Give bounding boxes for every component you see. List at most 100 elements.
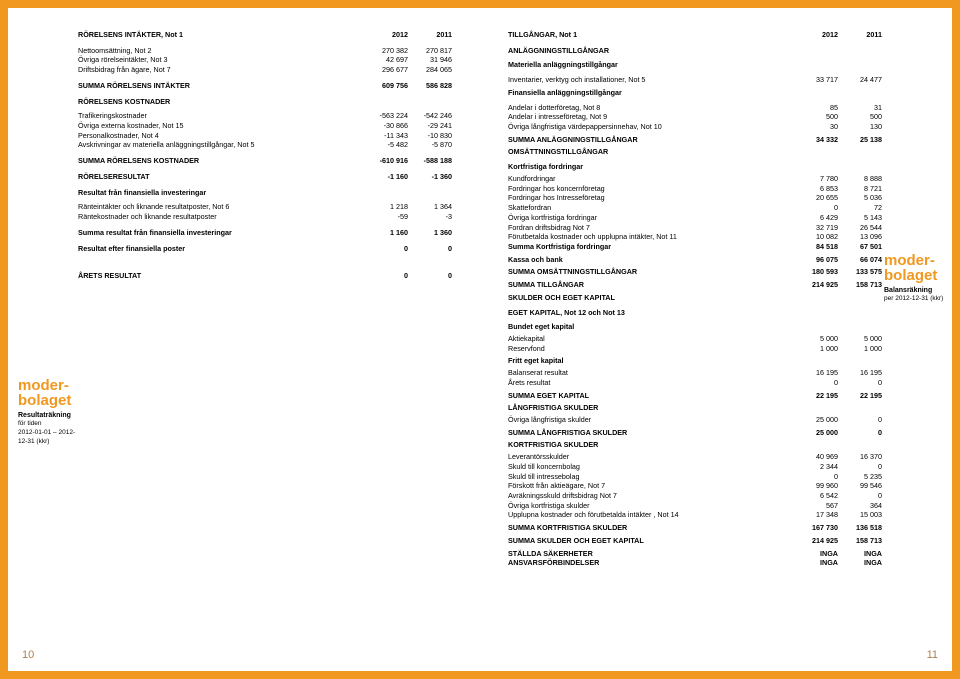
section-header: LÅNGFRISTIGA SKULDER bbox=[508, 403, 882, 413]
data-row: Trafikeringskostnader-563 224-542 246 bbox=[78, 111, 452, 121]
sum-row: SUMMA EGET KAPITAL 22 195 22 195 bbox=[508, 391, 882, 401]
lbl: Driftsbidrag från ägare, Not 7 bbox=[78, 65, 364, 75]
val: 72 bbox=[838, 203, 882, 213]
val: INGA bbox=[794, 549, 838, 559]
data-row: Övriga långfristiga värdepappersinnehav,… bbox=[508, 122, 882, 132]
data-row: Ränteintäkter och liknande resultatposte… bbox=[78, 202, 452, 212]
lbl: Kassa och bank bbox=[508, 255, 794, 265]
val: 33 717 bbox=[794, 75, 838, 85]
lbl: Balanserat resultat bbox=[508, 368, 794, 378]
val: 16 195 bbox=[794, 368, 838, 378]
data-row: Övriga kortfristiga skulder567364 bbox=[508, 501, 882, 511]
year-2: 2011 bbox=[838, 30, 882, 40]
year-2: 2011 bbox=[408, 30, 452, 40]
val: 16 370 bbox=[838, 452, 882, 462]
val: 180 593 bbox=[794, 267, 838, 277]
data-row: Förskott från aktieägare, Not 799 96099 … bbox=[508, 481, 882, 491]
costs-header: RÖRELSENS KOSTNADER bbox=[78, 97, 452, 107]
lbl: Upplupna kostnader och förutbetalda intä… bbox=[508, 510, 794, 520]
side-sub2b: 2012-01-01 – 2012-12-31 (kkr) bbox=[18, 429, 78, 447]
val: 99 546 bbox=[838, 481, 882, 491]
data-row: Avräkningsskuld driftsbidrag Not 76 5420 bbox=[508, 491, 882, 501]
val: 0 bbox=[838, 428, 882, 438]
val: 0 bbox=[838, 378, 882, 388]
val: 25 000 bbox=[794, 428, 838, 438]
val: 34 332 bbox=[794, 135, 838, 145]
lbl: ÅRETS RESULTAT bbox=[78, 271, 364, 281]
sum-row: Resultat efter finansiella poster 0 0 bbox=[78, 244, 452, 254]
lbl: STÄLLDA SÄKERHETER bbox=[508, 549, 794, 559]
sum-row: SUMMA OMSÄTTNINGSTILLGÅNGAR 180 593 133 … bbox=[508, 267, 882, 277]
side-title-2: bolaget bbox=[884, 268, 946, 283]
val: 130 bbox=[838, 122, 882, 132]
data-row: Balanserat resultat16 19516 195 bbox=[508, 368, 882, 378]
data-row: Övriga långfristiga skulder 25 000 0 bbox=[508, 415, 882, 425]
val: 13 096 bbox=[838, 232, 882, 242]
val: 284 065 bbox=[408, 65, 452, 75]
lbl: Räntekostnader och liknande resultatpost… bbox=[78, 212, 364, 222]
sum-row: SUMMA LÅNGFRISTIGA SKULDER 25 000 0 bbox=[508, 428, 882, 438]
data-row: ANSVARSFÖRBINDELSERINGAINGA bbox=[508, 558, 882, 568]
data-row: Kassa och bank 96 075 66 074 bbox=[508, 255, 882, 265]
lbl: SUMMA SKULDER OCH EGET KAPITAL bbox=[508, 536, 794, 546]
lbl: Summa Kortfristiga fordringar bbox=[508, 242, 794, 252]
val: 66 074 bbox=[838, 255, 882, 265]
income-header: RÖRELSENS INTÄKTER, Not 1 2012 2011 bbox=[78, 30, 452, 40]
val: 17 348 bbox=[794, 510, 838, 520]
left-page: moder- bolaget Resultaträkning för tiden… bbox=[8, 8, 480, 671]
val: 0 bbox=[838, 415, 882, 425]
val: 1 160 bbox=[364, 228, 408, 238]
lbl: Nettoomsättning, Not 2 bbox=[78, 46, 364, 56]
lbl: Andelar i intresseföretag, Not 9 bbox=[508, 112, 794, 122]
val: 6 429 bbox=[794, 213, 838, 223]
val: -59 bbox=[364, 212, 408, 222]
val: -11 343 bbox=[364, 131, 408, 141]
section-header: KORTFRISTIGA SKULDER bbox=[508, 440, 882, 450]
val: 8 888 bbox=[838, 174, 882, 184]
val: 5 235 bbox=[838, 472, 882, 482]
sum-row: SUMMA TILLGÅNGAR 214 925 158 713 bbox=[508, 280, 882, 290]
val: 16 195 bbox=[838, 368, 882, 378]
side-sub2: per 2012-12-31 (kkr) bbox=[884, 295, 946, 304]
val: 214 925 bbox=[794, 280, 838, 290]
sum-row: Summa Kortfristiga fordringar 84 518 67 … bbox=[508, 242, 882, 252]
section-header: ANLÄGGNINGSTILLGÅNGAR bbox=[508, 46, 882, 56]
val: 0 bbox=[794, 203, 838, 213]
val: 586 828 bbox=[408, 81, 452, 91]
lbl: Personalkostnader, Not 4 bbox=[78, 131, 364, 141]
val: 25 138 bbox=[838, 135, 882, 145]
lbl: Leverantörsskulder bbox=[508, 452, 794, 462]
val: 5 036 bbox=[838, 193, 882, 203]
val: 0 bbox=[408, 271, 452, 281]
section-header: Fritt eget kapital bbox=[508, 356, 882, 366]
val: 0 bbox=[364, 244, 408, 254]
val: 0 bbox=[364, 271, 408, 281]
val: 364 bbox=[838, 501, 882, 511]
lbl: Skuld till intressebolag bbox=[508, 472, 794, 482]
lbl: Avskrivningar av materiella anläggningst… bbox=[78, 140, 364, 150]
val: 567 bbox=[794, 501, 838, 511]
side-sub: Balansräkning bbox=[884, 286, 946, 295]
data-row: Förutbetalda kostnader och upplupna intä… bbox=[508, 232, 882, 242]
val: 84 518 bbox=[794, 242, 838, 252]
data-row: Aktiekapital5 0005 000 bbox=[508, 334, 882, 344]
val: -1 160 bbox=[364, 172, 408, 182]
side-sub: Resultaträkning bbox=[18, 411, 78, 420]
val: 8 721 bbox=[838, 184, 882, 194]
val: 30 bbox=[794, 122, 838, 132]
section-header: OMSÄTTNINGSTILLGÅNGAR bbox=[508, 147, 882, 157]
val: 1 000 bbox=[794, 344, 838, 354]
assets-header: TILLGÅNGAR, Not 1 2012 2011 bbox=[508, 30, 882, 40]
section-header: EGET KAPITAL, Not 12 och Not 13 bbox=[508, 308, 882, 318]
lbl: Skuld till koncernbolag bbox=[508, 462, 794, 472]
data-row: Andelar i intresseföretag, Not 9500500 bbox=[508, 112, 882, 122]
val: 24 477 bbox=[838, 75, 882, 85]
right-page: moder- bolaget Balansräkning per 2012-12… bbox=[480, 8, 952, 671]
section-header: Bundet eget kapital bbox=[508, 322, 882, 332]
val: -1 360 bbox=[408, 172, 452, 182]
data-row: Leverantörsskulder40 96916 370 bbox=[508, 452, 882, 462]
data-row: Nettoomsättning, Not 2270 382270 817 bbox=[78, 46, 452, 56]
lbl: Reservfond bbox=[508, 344, 794, 354]
sum-row: SUMMA ANLÄGGNINGSTILLGÅNGAR 34 332 25 13… bbox=[508, 135, 882, 145]
data-row: Kundfordringar7 7808 888 bbox=[508, 174, 882, 184]
